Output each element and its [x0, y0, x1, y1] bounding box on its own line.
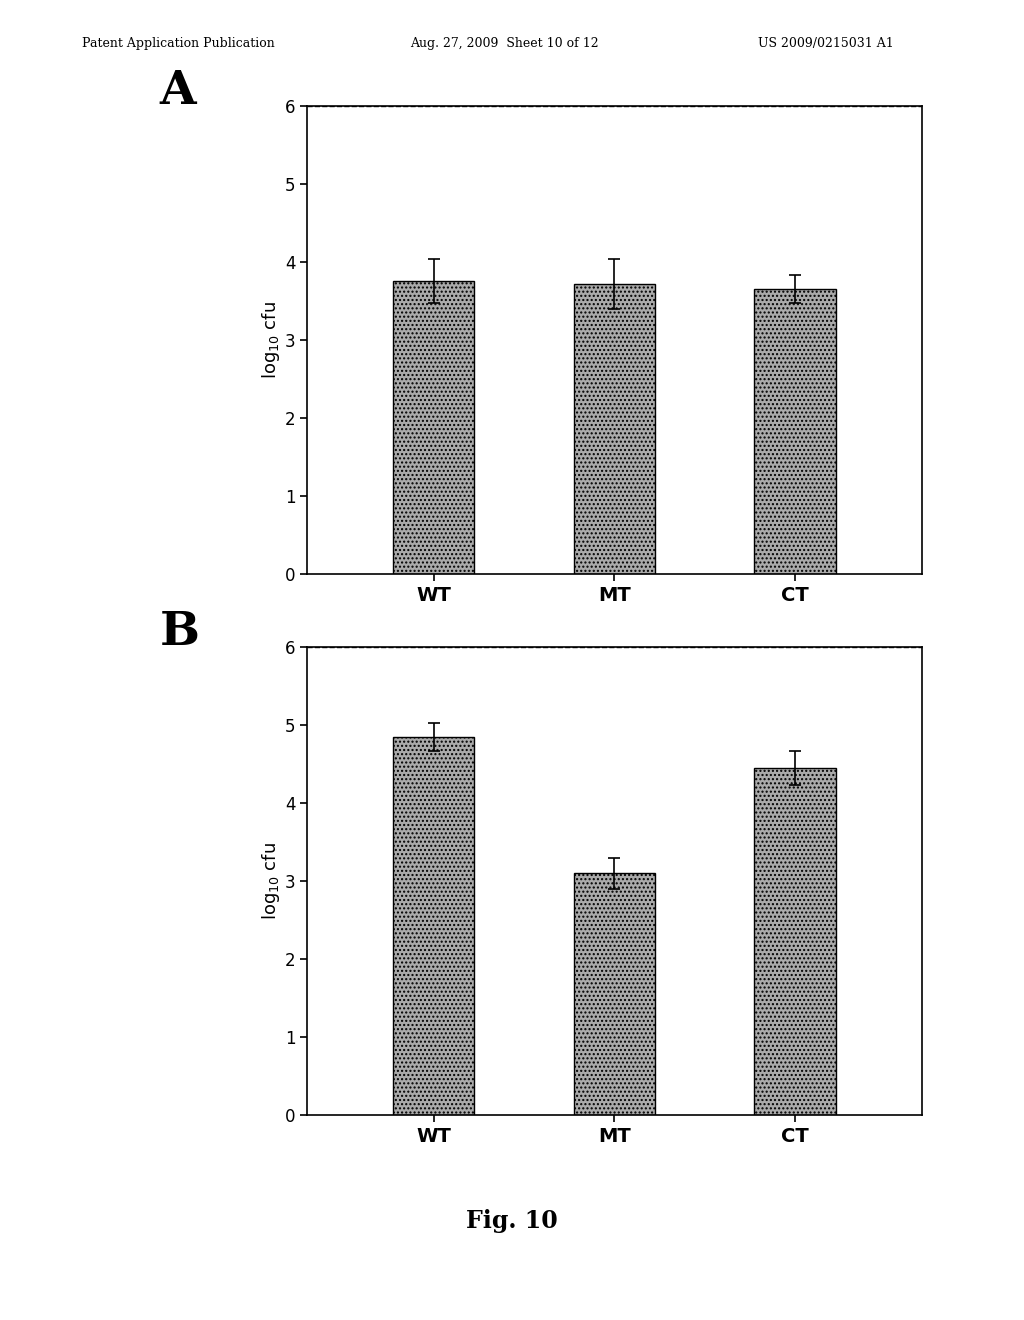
- Y-axis label: log$_{10}$ cfu: log$_{10}$ cfu: [260, 301, 282, 379]
- Text: A: A: [160, 69, 197, 114]
- Bar: [755, 768, 836, 1115]
- Bar: [393, 737, 474, 1115]
- Bar: [573, 874, 655, 1115]
- Text: Patent Application Publication: Patent Application Publication: [82, 37, 274, 50]
- Bar: [573, 284, 655, 574]
- Text: B: B: [160, 610, 200, 655]
- Text: US 2009/0215031 A1: US 2009/0215031 A1: [758, 37, 894, 50]
- Text: Fig. 10: Fig. 10: [466, 1209, 558, 1233]
- Y-axis label: log$_{10}$ cfu: log$_{10}$ cfu: [260, 842, 282, 920]
- Bar: [393, 281, 474, 574]
- Text: Aug. 27, 2009  Sheet 10 of 12: Aug. 27, 2009 Sheet 10 of 12: [410, 37, 598, 50]
- Bar: [755, 289, 836, 574]
